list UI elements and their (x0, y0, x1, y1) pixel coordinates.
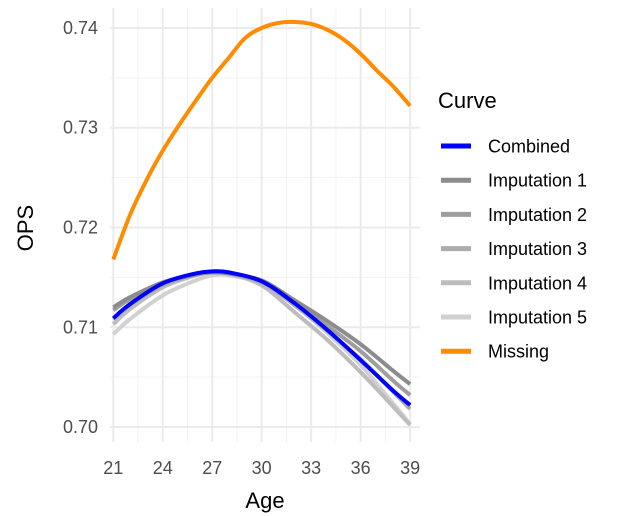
x-tick-label: 24 (153, 458, 173, 478)
y-tick-label: 0.74 (63, 18, 98, 38)
series-line-combined (111, 269, 412, 407)
x-tick-label: 39 (400, 458, 420, 478)
x-tick-label: 27 (202, 458, 222, 478)
x-axis-title: Age (245, 488, 284, 513)
y-axis-title: OPS (13, 205, 38, 251)
x-tick-label: 21 (103, 458, 123, 478)
y-tick-label: 0.71 (63, 317, 98, 337)
legend-label-imputation-5: Imputation 5 (488, 308, 587, 328)
y-axis-ticks: 0.70 0.71 0.72 0.73 0.74 (63, 18, 98, 437)
y-tick-label: 0.70 (63, 417, 98, 437)
x-tick-label: 33 (301, 458, 321, 478)
legend-label-imputation-4: Imputation 4 (488, 273, 587, 293)
plot-panel (110, 8, 420, 442)
legend-label-missing: Missing (488, 342, 549, 362)
legend-label-combined: Combined (488, 137, 570, 157)
legend-label-imputation-1: Imputation 1 (488, 171, 587, 191)
legend-title: Curve (438, 88, 497, 113)
series-lines (111, 19, 412, 427)
legend-label-imputation-2: Imputation 2 (488, 205, 587, 225)
x-tick-label: 36 (351, 458, 371, 478)
y-tick-label: 0.73 (63, 118, 98, 138)
legend-label-imputation-3: Imputation 3 (488, 239, 587, 259)
series-line-missing (111, 19, 412, 261)
y-tick-label: 0.72 (63, 217, 98, 237)
legend: Curve Combined Imputation 1 Imputation 2 Im… (438, 88, 587, 362)
x-axis-ticks: 21 24 27 30 33 36 39 (103, 458, 420, 478)
x-tick-label: 30 (252, 458, 272, 478)
legend-items: Combined Imputation 1 Imputation 2 Imputati… (441, 137, 587, 362)
